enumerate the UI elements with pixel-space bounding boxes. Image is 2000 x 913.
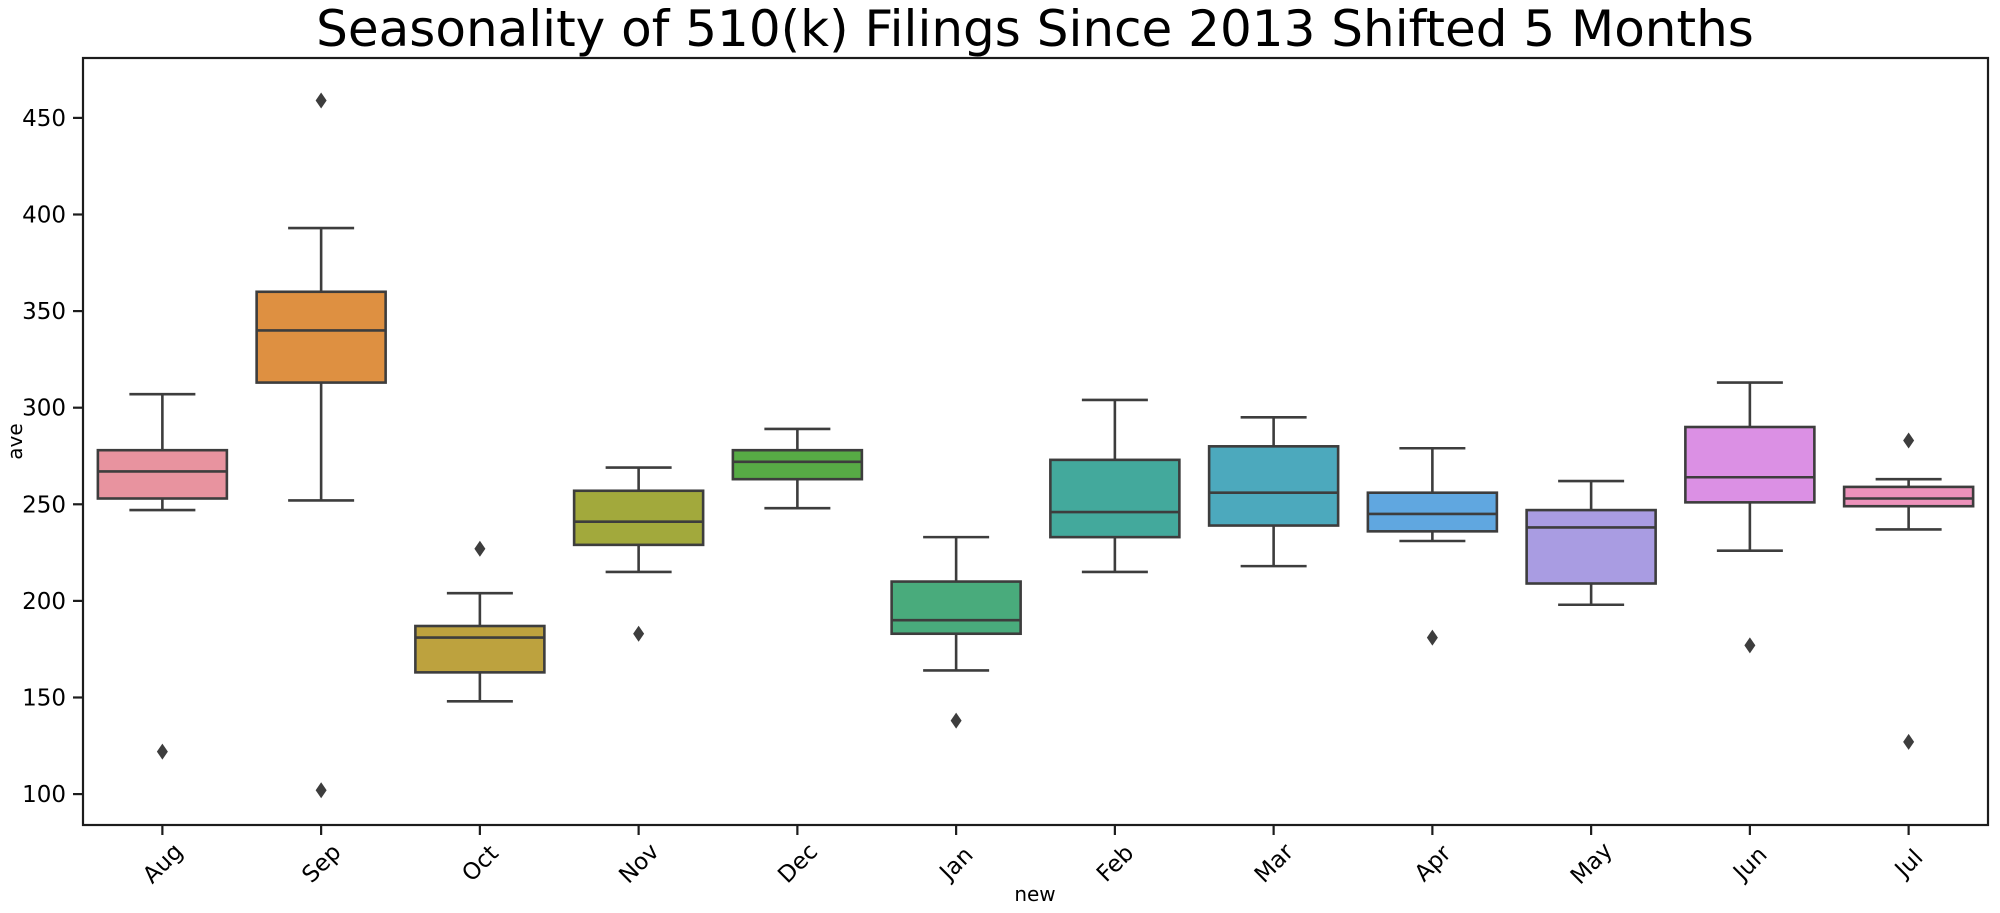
iqr-box <box>96 448 229 500</box>
y-tick-label: 350 <box>22 299 66 325</box>
chart-title: Seasonality of 510(k) Filings Since 2013… <box>316 0 1754 58</box>
plot-frame <box>81 56 1990 827</box>
y-tick-label: 450 <box>22 106 66 132</box>
box-mar <box>1207 416 1340 568</box>
outlier-marker <box>474 540 486 557</box>
iqr-box <box>1207 445 1340 527</box>
y-tick-label: 250 <box>22 492 66 518</box>
iqr-box <box>255 290 387 384</box>
outlier-marker <box>1744 637 1756 654</box>
iqr-box <box>1684 425 1816 504</box>
outlier-marker <box>1426 629 1438 646</box>
box-feb <box>1049 398 1181 574</box>
box-nov <box>572 466 705 642</box>
outlier-marker <box>315 782 327 799</box>
outlier-marker <box>315 92 327 109</box>
x-tick-label-aug: Aug <box>138 839 188 889</box>
outlier-marker <box>950 712 962 729</box>
box-apr <box>1366 446 1499 646</box>
x-tick-label-apr: Apr <box>1410 840 1457 887</box>
plot-area: 100 150 200 250 300 350 400 450 Aug Sep Oct Nov Dec J… <box>22 56 1990 890</box>
x-tick-label-sep: Sep <box>297 839 346 888</box>
iqr-box <box>414 624 546 674</box>
x-tick-label-feb: Feb <box>1092 840 1139 887</box>
x-tick-label-jan: Jan <box>934 842 979 887</box>
y-axis-label: ave <box>3 423 27 459</box>
x-tick-label-nov: Nov <box>614 839 664 889</box>
y-tick-label: 200 <box>22 589 66 615</box>
outlier-marker <box>1903 432 1915 449</box>
iqr-box <box>572 489 705 547</box>
outlier-marker <box>156 743 168 760</box>
y-tick-label: 100 <box>22 782 66 808</box>
box-sep <box>255 92 387 799</box>
iqr-box <box>1842 485 1975 508</box>
iqr-box <box>731 448 864 481</box>
x-tick-label-jul: Jul <box>1889 845 1928 884</box>
x-axis-label: new <box>1014 882 1055 906</box>
y-tick-label: 150 <box>22 686 66 712</box>
box-jul <box>1842 432 1975 750</box>
x-tick-label-may: May <box>1566 838 1618 890</box>
y-tick-label: 400 <box>22 203 66 229</box>
outlier-marker <box>633 625 645 642</box>
x-tick-label-dec: Dec <box>773 839 823 889</box>
iqr-box <box>1049 458 1181 539</box>
y-tick-label: 300 <box>22 396 66 422</box>
iqr-box <box>1366 491 1499 533</box>
x-tick-label-mar: Mar <box>1250 839 1299 888</box>
box-may <box>1525 479 1657 607</box>
iqr-box <box>890 580 1022 636</box>
box-aug <box>96 392 229 760</box>
box-dec <box>731 427 864 510</box>
box-jan <box>890 535 1022 729</box>
iqr-box <box>1525 508 1657 585</box>
box-oct <box>414 540 546 703</box>
outlier-marker <box>1903 733 1915 750</box>
box-jun <box>1684 381 1816 654</box>
x-tick-label-oct: Oct <box>457 840 504 887</box>
x-tick-label-jun: Jun <box>1727 842 1772 887</box>
